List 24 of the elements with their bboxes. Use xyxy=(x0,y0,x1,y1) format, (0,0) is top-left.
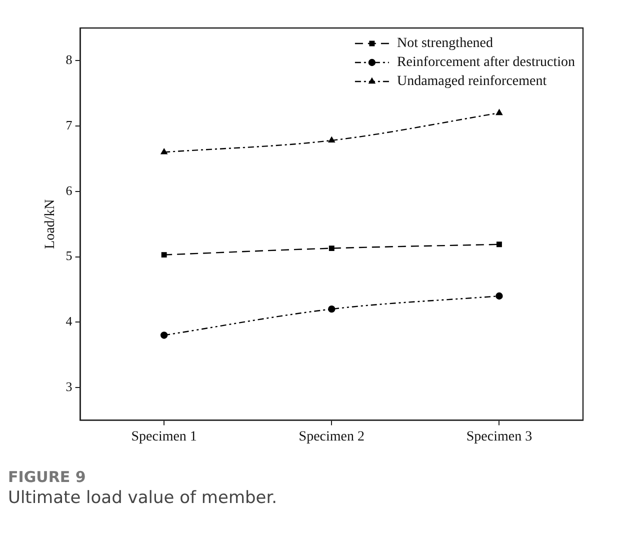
text: Ultimate load value of member. xyxy=(8,488,278,508)
y-tick-label: 3 xyxy=(66,378,72,394)
x-tick-label: Specimen 2 xyxy=(298,429,365,444)
caption: FIGURE 9 xyxy=(8,468,87,486)
legend-label: Reinforcement after destruction xyxy=(396,55,576,70)
y-axis-title: Load/kN xyxy=(43,199,58,249)
x-tick-label: Specimen 1 xyxy=(131,429,197,444)
point xyxy=(328,136,335,143)
point xyxy=(160,332,168,339)
y-tick-label: 8 xyxy=(66,52,72,68)
y-tick-label: 7 xyxy=(66,117,73,132)
y-tick-label: 5 xyxy=(66,248,72,264)
point xyxy=(496,109,502,116)
point xyxy=(161,252,167,258)
y-tick-label: 4 xyxy=(66,314,73,329)
legend-label: Not strengthened xyxy=(396,36,493,52)
point xyxy=(496,292,503,300)
x-tick-label: Specimen 3 xyxy=(466,429,532,444)
point xyxy=(496,242,502,248)
point xyxy=(160,148,168,154)
y-tick-label: 6 xyxy=(66,182,73,198)
legend-label: Undamaged reinforcement xyxy=(396,74,547,90)
point xyxy=(328,305,336,313)
point xyxy=(328,246,334,252)
